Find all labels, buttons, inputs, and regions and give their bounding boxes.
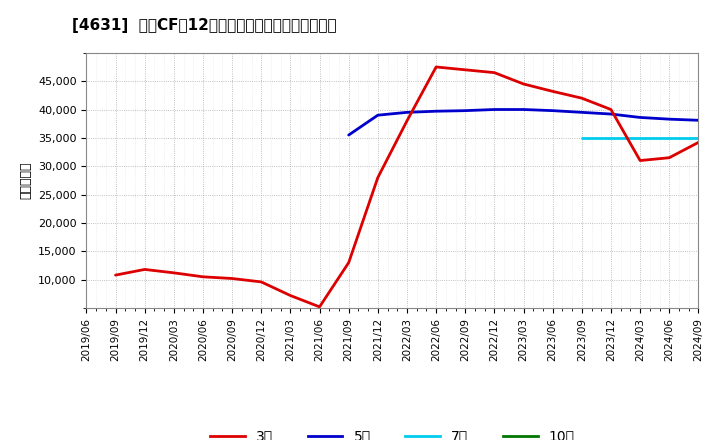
- Y-axis label: （百万円）: （百万円）: [19, 161, 32, 199]
- Text: [4631]  投賄CFの12か月移動合計の標準偏差の推移: [4631] 投賄CFの12か月移動合計の標準偏差の推移: [72, 18, 337, 33]
- Legend: 3年, 5年, 7年, 10年: 3年, 5年, 7年, 10年: [204, 424, 580, 440]
